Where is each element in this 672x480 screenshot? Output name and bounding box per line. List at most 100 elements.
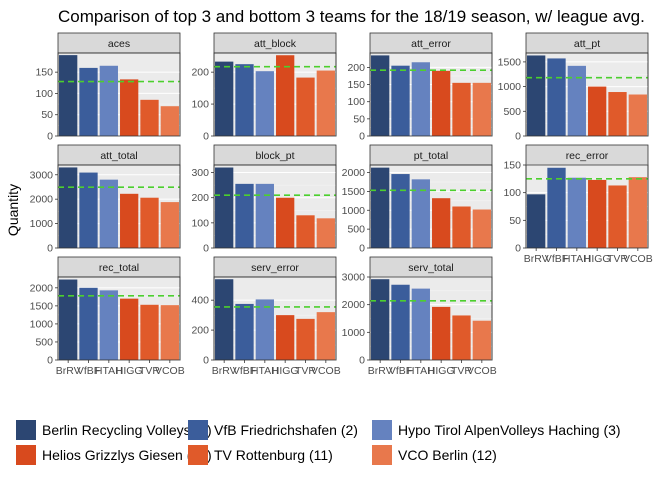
x-tick-label: HIGG: [428, 365, 455, 377]
bar-HIGG: [120, 298, 139, 360]
bar-HTAH: [255, 299, 274, 360]
panel-border: [213, 52, 337, 137]
x-tick-label: HTAH: [563, 253, 591, 265]
bar-BrRV: [59, 167, 78, 248]
x-tick-label: VfBF: [77, 365, 100, 377]
bar-HIGG: [588, 179, 607, 248]
panel-border: [369, 52, 493, 137]
bar-HTAH: [411, 179, 430, 248]
x-tick-label: HTAH: [251, 365, 279, 377]
bar-VfBF: [79, 172, 98, 248]
x-tick-label: BrRV: [524, 253, 549, 265]
bar-VCOB: [472, 209, 491, 248]
panel-strip-label: serv_total: [408, 262, 454, 274]
x-tick-label: HIGG: [272, 365, 299, 377]
y-tick-label: 1000: [30, 318, 54, 330]
bar-HTAH: [411, 288, 430, 360]
panel-block_pt: block_pt 0 100 200 300: [191, 144, 337, 255]
panel-background: [57, 276, 181, 361]
panel-border: [57, 52, 181, 137]
bar-VCOB: [160, 202, 179, 248]
legend-label: Hypo Tirol AlpenVolleys Haching (3): [398, 422, 621, 438]
bar-TVR: [140, 99, 159, 136]
x-tick-label: BrRV: [212, 365, 237, 377]
chart-title: Comparison of top 3 and bottom 3 teams f…: [58, 7, 645, 26]
y-tick-label: 0: [203, 355, 209, 367]
y-tick-label: 50: [509, 215, 521, 227]
y-tick-label: 100: [191, 99, 209, 111]
y-tick-label: 1000: [342, 327, 366, 339]
panel-att_pt: att_pt 0 500 1000 1500: [498, 32, 649, 143]
bar-HIGG: [120, 79, 139, 136]
bar-BrRV: [371, 55, 390, 136]
y-tick-label: 2000: [342, 167, 366, 179]
y-tick-label: 1500: [30, 300, 54, 312]
panel-strip-label: att_block: [254, 38, 297, 50]
bar-VCOB: [472, 82, 491, 136]
bar-HIGG: [276, 55, 295, 136]
bar-HTAH: [411, 62, 430, 136]
legend-swatch: [16, 420, 36, 440]
x-tick-label: VCOB: [155, 365, 185, 377]
panel-strip-label: att_total: [100, 150, 137, 162]
panel-strip-label: pt_total: [414, 150, 448, 162]
panel-att_error: att_error 0 50 100 150 200: [347, 32, 493, 143]
x-tick-label: TVR: [451, 365, 472, 377]
bar-VfBF: [235, 303, 254, 360]
legend-swatch: [372, 445, 392, 465]
y-tick-label: 200: [191, 67, 209, 79]
bar-VCOB: [316, 218, 335, 248]
y-tick-label: 2000: [30, 194, 54, 206]
panel-border: [369, 164, 493, 249]
bar-HIGG: [432, 198, 451, 248]
bar-HTAH: [255, 183, 274, 248]
panel-border: [213, 164, 337, 249]
panel-border: [369, 276, 493, 361]
bar-VCOB: [316, 70, 335, 136]
x-tick-label: VfBF: [233, 365, 256, 377]
bar-HTAH: [99, 179, 118, 248]
bar-HIGG: [432, 70, 451, 136]
bar-BrRV: [59, 55, 78, 136]
y-tick-label: 500: [35, 336, 53, 348]
bar-VCOB: [160, 106, 179, 136]
bar-HTAH: [99, 65, 118, 136]
panel-att_block: att_block 0 100 200: [191, 32, 337, 143]
y-tick-label: 0: [47, 131, 53, 143]
panel-background: [57, 52, 181, 137]
panel-att_total: att_total 0 1000 2000 3000: [30, 144, 181, 255]
bar-TVR: [608, 92, 627, 136]
bar-VfBF: [79, 287, 98, 360]
panel-border: [57, 164, 181, 249]
legend-item: VCO Berlin (12): [372, 445, 497, 465]
y-tick-label: 0: [359, 355, 365, 367]
legend-label: VCO Berlin (12): [398, 447, 497, 463]
y-tick-label: 500: [503, 106, 521, 118]
bar-BrRV: [527, 194, 546, 248]
y-tick-label: 2000: [342, 299, 366, 311]
panel-background: [57, 164, 181, 249]
y-tick-label: 1500: [342, 186, 366, 198]
x-tick-label: HIGG: [584, 253, 611, 265]
x-tick-label: VCOB: [623, 253, 653, 265]
panel-strip-label: rec_error: [566, 150, 609, 162]
legend-item: Berlin Recycling Volleys (1): [16, 420, 212, 440]
y-tick-label: 150: [35, 67, 53, 79]
bar-VfBF: [547, 167, 566, 248]
facet-panels: aces 0 50 100 150 att_block 0 100 200 att_error 0 5…: [30, 32, 653, 377]
y-tick-label: 0: [515, 243, 521, 255]
y-tick-label: 100: [503, 187, 521, 199]
bar-TVR: [452, 315, 471, 360]
bar-VCOB: [628, 177, 647, 248]
legend-swatch: [372, 420, 392, 440]
y-tick-label: 0: [47, 243, 53, 255]
y-tick-label: 100: [347, 96, 365, 108]
bar-TVR: [296, 318, 315, 360]
legend-label: VfB Friedrichshafen (2): [214, 422, 358, 438]
legend-label: Helios Grizzlys Giesen (10): [42, 447, 212, 463]
bar-HTAH: [99, 290, 118, 360]
bar-VfBF: [235, 64, 254, 136]
y-tick-label: 1000: [498, 81, 522, 93]
bar-HTAH: [255, 71, 274, 136]
